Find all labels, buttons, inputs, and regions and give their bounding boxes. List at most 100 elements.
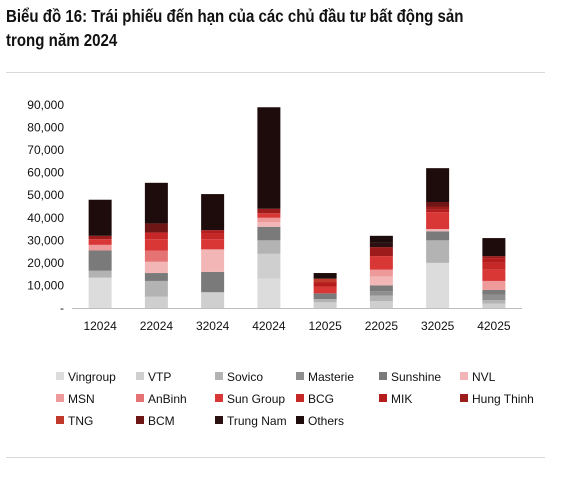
y-tick-label: 30,000 [27, 233, 64, 247]
bar-segment [313, 273, 337, 279]
bar-segment [201, 249, 225, 272]
legend-label: Masterie [308, 370, 354, 384]
legend-item: AnBinh [136, 392, 187, 406]
bar-segment [482, 269, 506, 281]
bar-segment [313, 282, 337, 287]
legend-item: NVL [460, 370, 496, 384]
legend-swatch [296, 372, 304, 380]
bar-segment [257, 226, 281, 241]
bar-segment [482, 256, 506, 259]
bar-segment [369, 247, 393, 257]
bar-stack-32024 [201, 194, 225, 308]
legend-label: Others [308, 414, 344, 428]
y-tick-label: 80,000 [27, 121, 64, 135]
bar-segment [144, 182, 168, 224]
bar-segment [88, 239, 112, 245]
x-tick-label: 32024 [196, 319, 230, 333]
bar-segment [313, 302, 337, 308]
bar-segment [482, 303, 506, 308]
x-tick-label: 42024 [252, 319, 286, 333]
bar-segment [369, 276, 393, 286]
bar-segment [257, 253, 281, 279]
bar-segment [313, 286, 337, 294]
legend-item: Sunshine [379, 370, 441, 384]
bar-segment [88, 270, 112, 278]
bar-segment [369, 242, 393, 248]
bar-segment [426, 209, 450, 213]
legend-item: Sovico [215, 370, 263, 384]
bar-stack-22024 [144, 182, 168, 308]
legend-swatch [56, 372, 64, 380]
bar-segment [482, 294, 506, 301]
legend-swatch [215, 416, 223, 424]
legend-label: Sovico [227, 370, 263, 384]
bar-segment [426, 262, 450, 308]
legend-swatch [460, 394, 468, 402]
y-tick-label: 50,000 [27, 188, 64, 202]
bar-segment [257, 278, 281, 308]
bar-segment [313, 278, 337, 283]
legend-label: VTP [148, 370, 171, 384]
bar-segment [426, 168, 450, 202]
legend-swatch [56, 416, 64, 424]
bar-segment [88, 199, 112, 236]
legend-swatch [460, 372, 468, 380]
axes: - 10,000 20,000 30,000 40,000 50,000 60,000 70,… [27, 98, 522, 333]
legend-item: MSN [56, 392, 95, 406]
bars [88, 107, 506, 308]
x-tick-label: 42025 [477, 319, 511, 333]
bar-segment [426, 212, 450, 230]
legend-item: Others [296, 414, 344, 428]
legend-item: Vingroup [56, 370, 116, 384]
chart-title-line-2: trong năm 2024 [6, 30, 118, 50]
bar-segment [144, 223, 168, 233]
y-tick-label: 20,000 [27, 256, 64, 270]
bar-segment [257, 222, 281, 227]
legend: Vingroup VTP Sovico Masterie Sunshine NVL MSN A… [56, 370, 534, 428]
bar-segment [257, 240, 281, 254]
bar-segment [88, 277, 112, 308]
bar-stack-12025 [313, 273, 337, 308]
legend-swatch [136, 394, 144, 402]
legend-label: NVL [472, 370, 496, 384]
bar-segment [144, 280, 168, 297]
bar-segment [369, 295, 393, 302]
chart-title-line-1: Biểu đồ 16: Trái phiếu đến hạn của các c… [6, 6, 464, 26]
legend-item: TNG [56, 414, 93, 428]
bar-segment [369, 285, 393, 292]
legend-item: BCM [136, 414, 175, 428]
legend-label: MSN [68, 392, 95, 406]
top-divider [6, 72, 545, 73]
bar-segment [201, 292, 225, 308]
legend-swatch [215, 372, 223, 380]
y-tick-label: 90,000 [27, 98, 64, 112]
x-tick-label: 22025 [365, 319, 399, 333]
bar-segment [144, 261, 168, 274]
bar-segment [482, 258, 506, 263]
bar-segment [144, 250, 168, 262]
bar-segment [144, 239, 168, 251]
bar-stack-12024 [88, 199, 112, 308]
legend-label: Sun Group [227, 392, 285, 406]
y-tick-label: 60,000 [27, 166, 64, 180]
legend-item: Masterie [296, 370, 354, 384]
legend-swatch [379, 372, 387, 380]
bar-segment [257, 107, 281, 209]
bar-segment [369, 235, 393, 243]
bar-segment [482, 238, 506, 257]
bar-segment [426, 231, 450, 241]
bar-segment [144, 296, 168, 308]
y-tick-label: 10,000 [27, 278, 64, 292]
legend-label: Sunshine [391, 370, 441, 384]
bar-segment [369, 269, 393, 277]
bar-segment [426, 229, 450, 232]
x-tick-label: 12025 [308, 319, 342, 333]
x-tick-label: 22024 [140, 319, 174, 333]
bar-segment [201, 233, 225, 240]
bar-segment [426, 240, 450, 263]
bar-stack-32025 [426, 168, 450, 308]
bar-segment [369, 301, 393, 308]
bar-segment [201, 194, 225, 231]
legend-swatch [379, 394, 387, 402]
